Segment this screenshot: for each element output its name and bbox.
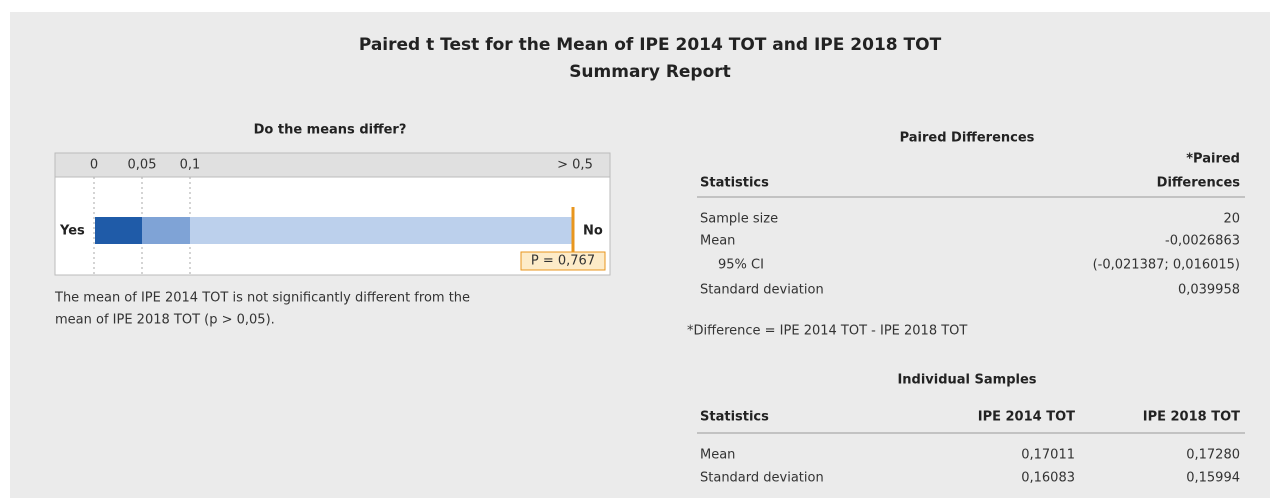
subtitle: Summary Report bbox=[569, 62, 731, 82]
row-label: Mean bbox=[700, 448, 735, 463]
gauge-segment bbox=[142, 217, 190, 244]
table-header: Differences bbox=[1157, 176, 1241, 191]
row-label: Mean bbox=[700, 234, 735, 249]
table-header: Statistics bbox=[700, 410, 769, 425]
cell: (-0,021387; 0,016015) bbox=[1093, 258, 1240, 273]
cell: 0,17011 bbox=[1021, 448, 1075, 463]
gauge-title: Do the means differ? bbox=[254, 123, 407, 138]
cell: 20 bbox=[1223, 212, 1240, 227]
row-label: 95% CI bbox=[718, 258, 764, 273]
gauge-yes: Yes bbox=[59, 224, 85, 239]
gauge-segment bbox=[190, 217, 573, 244]
table-header: Statistics bbox=[700, 176, 769, 191]
table-title: Paired Differences bbox=[900, 131, 1035, 146]
title: Paired t Test for the Mean of IPE 2014 T… bbox=[359, 35, 942, 55]
row-label: Standard deviation bbox=[700, 471, 824, 486]
footnote: *Difference = IPE 2014 TOT - IPE 2018 TO… bbox=[687, 324, 967, 339]
gauge-tick: 0 bbox=[90, 158, 98, 173]
row-label: Sample size bbox=[700, 212, 778, 227]
table-header: *Paired bbox=[1186, 152, 1240, 167]
gauge-tick: 0,1 bbox=[180, 158, 201, 173]
gauge-tick: 0,05 bbox=[128, 158, 157, 173]
cell: 0,15994 bbox=[1186, 471, 1240, 486]
cell: 0,17280 bbox=[1186, 448, 1240, 463]
p-box bbox=[520, 251, 606, 271]
p-label: P = 0,767 bbox=[531, 254, 595, 269]
gauge-tick: > 0,5 bbox=[557, 158, 593, 173]
table-title: Individual Samples bbox=[897, 373, 1036, 388]
cell: 0,16083 bbox=[1021, 471, 1075, 486]
cell: 0,039958 bbox=[1178, 283, 1240, 298]
conclusion: mean of IPE 2018 TOT (p > 0,05). bbox=[55, 313, 275, 328]
gauge-scale bbox=[54, 152, 611, 178]
table-header: IPE 2014 TOT bbox=[978, 410, 1075, 425]
cell: -0,0026863 bbox=[1165, 234, 1240, 249]
conclusion: The mean of IPE 2014 TOT is not signific… bbox=[54, 291, 470, 306]
gauge-segment bbox=[95, 217, 142, 244]
gauge-guides bbox=[93, 177, 191, 275]
table-header: IPE 2018 TOT bbox=[1143, 410, 1240, 425]
gauge-no: No bbox=[583, 224, 603, 239]
row-label: Standard deviation bbox=[700, 283, 824, 298]
